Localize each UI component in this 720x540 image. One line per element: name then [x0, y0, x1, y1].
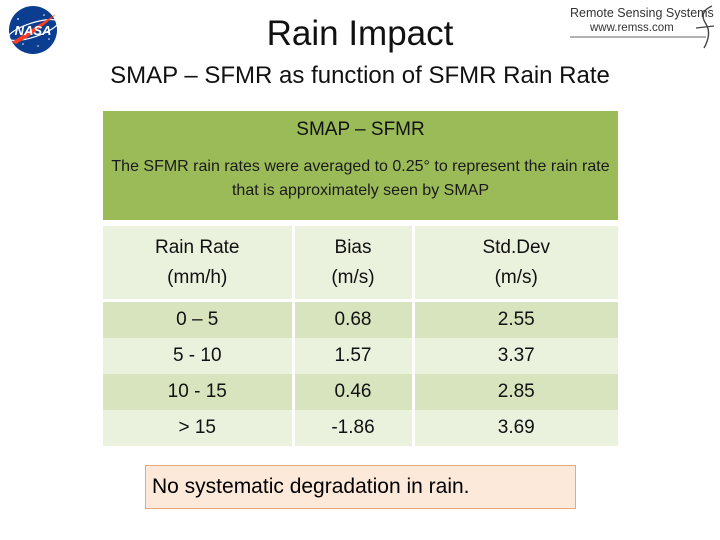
remss-url: www.remss.com [590, 22, 674, 34]
conclusion-note: No systematic degradation in rain. [145, 465, 576, 509]
panel-description: The SFMR rain rates were averaged to 0.2… [111, 158, 610, 199]
remss-logo: Remote Sensing Systems www.remss.com [566, 4, 716, 50]
header-rain-rate-unit: (mm/h) [167, 266, 228, 288]
header-bias: Bias (m/s) [291, 226, 413, 302]
nasa-logo-text: NASA [15, 23, 52, 38]
cell-std-dev: 2.85 [411, 374, 618, 410]
cell-std-dev: 2.55 [411, 300, 618, 338]
table-row: 10 - 15 0.46 2.85 [103, 374, 618, 410]
smap-sfmr-panel: SMAP – SFMR The SFMR rain rates were ave… [103, 111, 618, 220]
header-bias-unit: (m/s) [331, 266, 375, 288]
nasa-logo: NASA [4, 4, 62, 56]
cell-rain-rate: 10 - 15 [103, 374, 293, 410]
cell-bias: -1.86 [291, 410, 413, 446]
table-header-row: Rain Rate (mm/h) Bias (m/s) Std.Dev (m/s… [103, 226, 618, 302]
cell-rain-rate: 5 - 10 [103, 338, 293, 374]
header-std-dev-unit: (m/s) [494, 266, 538, 288]
cell-bias: 0.68 [291, 300, 413, 338]
rain-rate-table: Rain Rate (mm/h) Bias (m/s) Std.Dev (m/s… [103, 226, 618, 446]
cell-std-dev: 3.69 [411, 410, 618, 446]
table-row: > 15 -1.86 3.69 [103, 410, 618, 446]
page-subtitle: SMAP – SFMR as function of SFMR Rain Rat… [110, 62, 610, 89]
header-bias-name: Bias [334, 236, 372, 258]
cell-bias: 1.57 [291, 338, 413, 374]
table-row: 0 – 5 0.68 2.55 [103, 300, 618, 338]
cell-std-dev: 3.37 [411, 338, 618, 374]
header-rain-rate-name: Rain Rate [155, 236, 240, 258]
header-std-dev: Std.Dev (m/s) [411, 226, 618, 302]
cell-rain-rate: 0 – 5 [103, 300, 293, 338]
header-std-dev-name: Std.Dev [482, 236, 551, 258]
table-row: 5 - 10 1.57 3.37 [103, 338, 618, 374]
header-rain-rate: Rain Rate (mm/h) [103, 226, 293, 302]
page-title: Rain Impact [266, 14, 454, 53]
cell-rain-rate: > 15 [103, 410, 293, 446]
cell-bias: 0.46 [291, 374, 413, 410]
panel-heading: SMAP – SFMR [296, 119, 425, 140]
remss-name: Remote Sensing Systems [570, 6, 714, 20]
